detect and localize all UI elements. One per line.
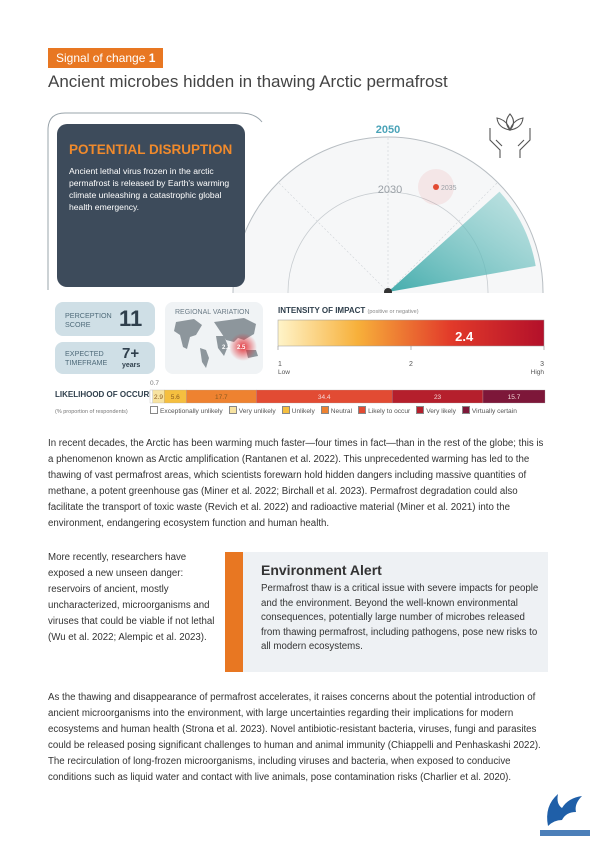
legend-label: Very unlikely — [238, 408, 276, 415]
alert-title: Environment Alert — [261, 562, 382, 578]
legend-item: Likely to occur — [358, 406, 410, 415]
likelihood-segment — [149, 389, 153, 404]
intensity-value: 2.4 — [455, 329, 474, 344]
timeframe-unit: years — [122, 362, 141, 369]
legend-swatch — [150, 406, 158, 414]
likelihood-legend: Exceptionally unlikely Very unlikely Unlik… — [150, 406, 550, 415]
radar-point-label: 2035 — [441, 185, 457, 192]
perception-box: PERCEPTION SCORE 11 — [55, 302, 155, 336]
intensity-bar — [277, 319, 545, 347]
legend-label: Likely to occur — [368, 408, 411, 415]
segment-label: 5.6 — [171, 394, 180, 401]
likelihood-title: LIKELIHOOD OF OCCURRENCE — [55, 390, 178, 399]
region-point: 2.5 — [237, 345, 246, 351]
alert-bar — [225, 552, 243, 672]
intensity-marker — [457, 347, 472, 357]
intensity-title: INTENSITY OF IMPACT (positive or negativ… — [278, 306, 419, 315]
logo — [540, 794, 590, 836]
regional-title: REGIONAL VARIATION — [175, 309, 250, 316]
timeframe-label: EXPECTED TIMEFRAME — [65, 349, 108, 367]
radar-fan — [388, 191, 536, 292]
segment-label: 0.7 — [150, 380, 159, 387]
intensity-title-text: INTENSITY OF IMPACT — [278, 306, 365, 315]
panel-outline — [47, 112, 263, 290]
radar-spokes — [277, 137, 499, 293]
signal-tag: Signal of change 1 — [48, 48, 164, 68]
legend-item: Unlikely — [281, 406, 315, 415]
region-point: 2.1 — [222, 345, 231, 351]
alert-box: Environment Alert Permafrost thaw is a c… — [225, 552, 548, 672]
radar-point — [433, 184, 439, 190]
legend-item: Very unlikely — [228, 406, 276, 415]
timeframe-value: 7+ — [122, 345, 140, 362]
disruption-text: Ancient lethal virus frozen in the arcti… — [69, 166, 230, 212]
radar-center — [384, 288, 392, 293]
intensity-high: High — [531, 369, 545, 376]
tag-number: 1 — [148, 51, 156, 65]
perception-value: 11 — [119, 306, 143, 331]
intensity-low: Low — [278, 369, 290, 376]
perception-label: PERCEPTION SCORE — [65, 311, 112, 329]
legend-swatch — [228, 406, 237, 414]
legend-item: Virtually certain — [461, 406, 517, 415]
legend-label: Neutral — [330, 408, 353, 415]
tag-text: Signal of change — [56, 51, 146, 65]
likelihood-subtitle: (% proportion of respondents) — [55, 409, 128, 415]
segment-label: 34.4 — [318, 394, 331, 401]
legend-label: Very likely — [426, 408, 456, 415]
segment-label: 23 — [434, 394, 442, 401]
legend-label: Exceptionally unlikely — [160, 408, 223, 415]
legend-swatch — [358, 406, 367, 414]
legend-swatch — [461, 406, 470, 414]
legend-label: Unlikely — [291, 408, 315, 415]
paragraph: In recent decades, the Arctic has been w… — [48, 438, 544, 529]
alert-text: Permafrost thaw is a critical issue with… — [261, 583, 539, 652]
segment-label: 15.7 — [508, 394, 521, 401]
side-text: More recently, researchers have exposed … — [48, 552, 215, 643]
tick-label: 3 — [540, 361, 544, 368]
segment-label: 17.7 — [215, 394, 228, 401]
segment-label: 2.9 — [154, 394, 163, 401]
tick-label: 1 — [278, 361, 282, 368]
timeframe-box: EXPECTED TIMEFRAME 7+ years — [55, 342, 155, 374]
radar — [232, 136, 544, 293]
disruption-box: POTENTIAL DISRUPTION Ancient lethal viru… — [57, 124, 245, 287]
legend-label: Virtually certain — [471, 408, 517, 415]
paragraph: As the thawing and disappearance of perm… — [48, 692, 541, 783]
legend-item: Very likely — [416, 406, 456, 415]
hotspot — [229, 333, 257, 361]
radar-inner-label: 2030 — [378, 184, 402, 196]
legend-item: Exceptionally unlikely — [150, 406, 223, 415]
hands-icon — [489, 113, 531, 158]
page-title: Ancient microbes hidden in thawing Arcti… — [48, 72, 448, 91]
intensity-note: (positive or negative) — [368, 309, 419, 315]
radar-outer-label: 2050 — [376, 124, 400, 136]
tick-label: 2 — [409, 361, 413, 368]
legend-item: Neutral — [320, 406, 353, 415]
likelihood-segment — [482, 389, 546, 404]
legend-swatch — [320, 406, 329, 414]
legend-swatch — [416, 406, 425, 414]
disruption-title: POTENTIAL DISRUPTION — [69, 142, 233, 157]
legend-swatch — [281, 406, 290, 414]
